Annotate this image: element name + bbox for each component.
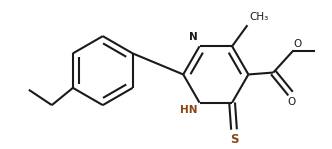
Text: N: N	[189, 32, 198, 42]
Text: CH₃: CH₃	[249, 12, 269, 22]
Text: S: S	[230, 133, 238, 146]
Text: O: O	[293, 39, 302, 49]
Text: HN: HN	[180, 105, 198, 115]
Text: O: O	[288, 97, 295, 107]
